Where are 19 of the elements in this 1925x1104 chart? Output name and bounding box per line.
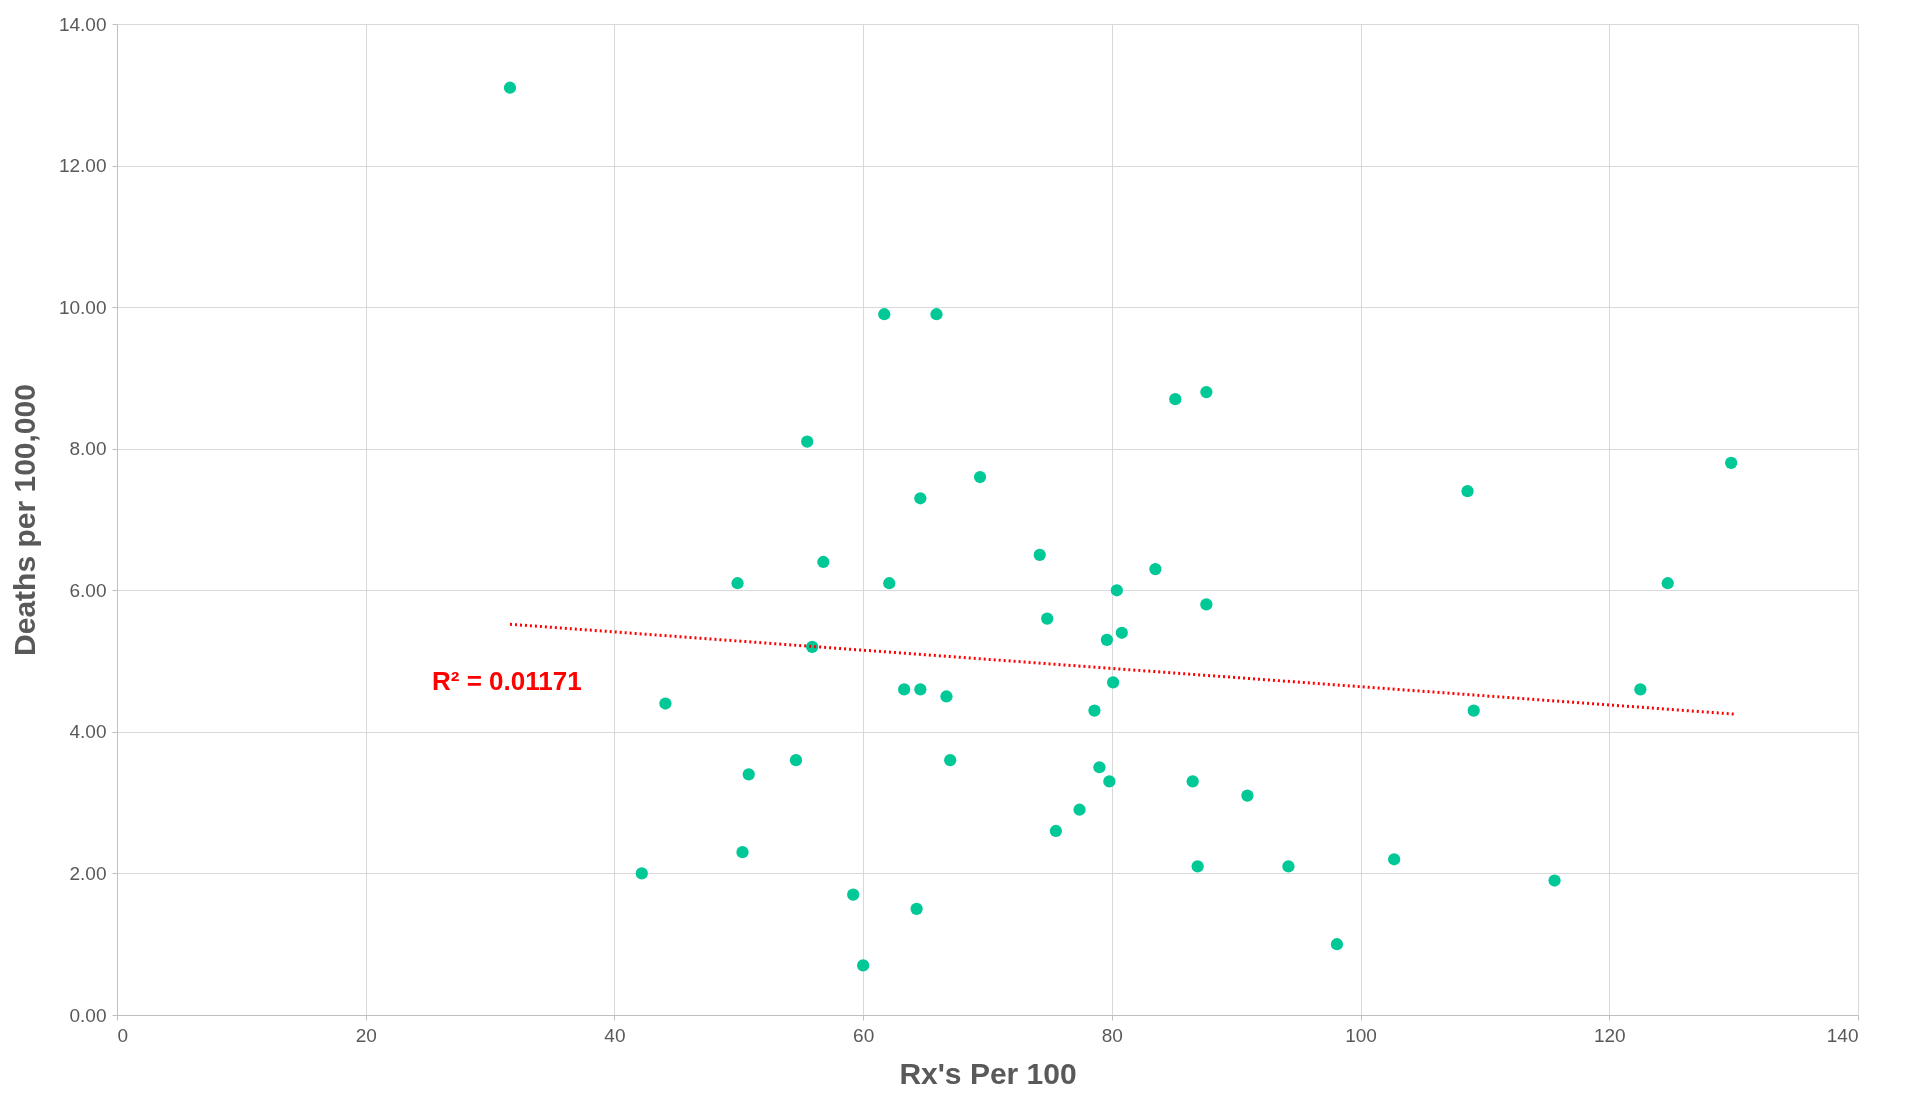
x-tick-label: 0 [117,1024,129,1046]
x-tick-label: 80 [1101,1024,1123,1046]
y-tick-label: 6.00 [69,579,107,601]
y-tick-label: 10.00 [58,296,107,318]
y-tick-label: 12.00 [58,155,107,177]
annotation: R² = 0.01171 [432,666,582,696]
x-tick-label: 120 [1593,1024,1626,1046]
y-tick-label: 0.00 [69,1004,107,1026]
y-tick-label: 4.00 [69,721,107,743]
x-tick-label: 60 [853,1024,875,1046]
x-tick-label: 20 [355,1024,377,1046]
x-axis-title: Rx's Per 100 [899,1056,1077,1090]
x-tick-label: 140 [1826,1024,1859,1046]
x-tick-label: 40 [604,1024,626,1046]
y-tick-label: 2.00 [69,862,107,884]
y-axis-title: Deaths per 100,000 [7,384,41,656]
y-tick-label: 8.00 [69,438,107,460]
x-tick-label: 100 [1345,1024,1377,1046]
y-tick-label: 14.00 [58,13,107,35]
